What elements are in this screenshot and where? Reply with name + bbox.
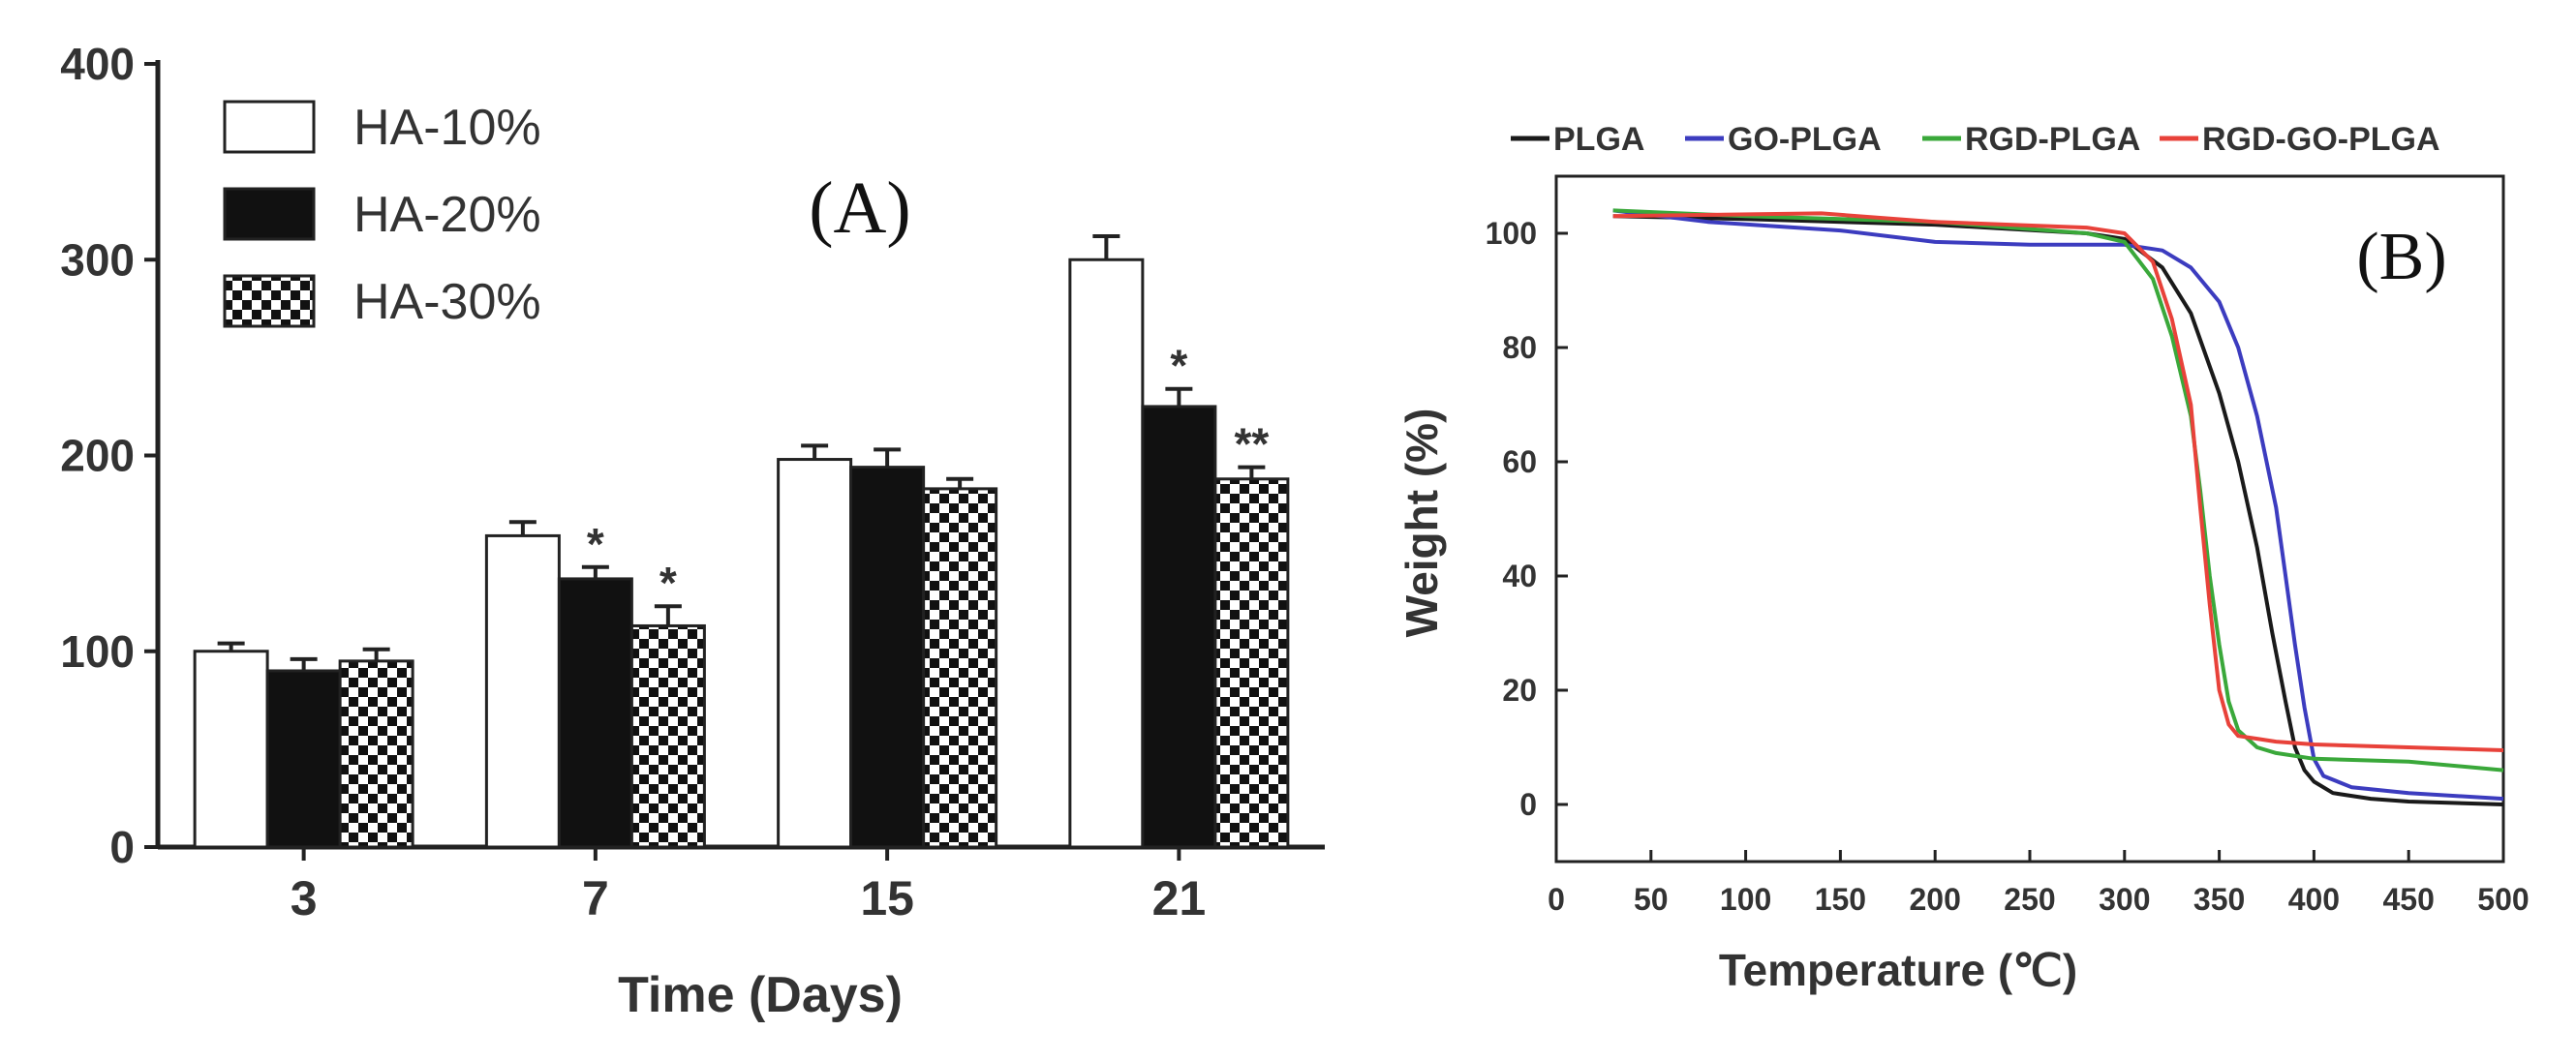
panel-b-y-tick-label: 0	[1519, 787, 1537, 822]
bar-ha-10pct-day-21	[1068, 258, 1145, 849]
legend-swatch	[223, 187, 316, 241]
panel-b-y-tick-label: 40	[1502, 559, 1537, 593]
panel-a-y-tick-label: 0	[109, 822, 135, 872]
panel-b-axes	[1554, 174, 2505, 864]
panel-b-x-tick-label: 400	[2288, 882, 2340, 917]
panel-a-tick-labels: 0 100 200 300 400 3 7 15 21	[60, 39, 1206, 925]
panel-a-bars	[193, 233, 1290, 849]
panel-b-x-tick-label: 500	[2477, 882, 2529, 917]
panel-b-y-tick-label: 60	[1502, 444, 1537, 479]
bar-ha-20pct-day-7	[557, 577, 633, 849]
panel-b-line-chart: 0 50 100 150 200 250 300 350 400 450 500 0 20 40 60 80 1…	[1396, 121, 2530, 995]
line-rgd-plga	[1612, 208, 2504, 773]
panel-b-x-tick-label: 250	[2004, 882, 2055, 917]
legend-label: HA-30%	[353, 274, 541, 330]
panel-a-legend: HA-10% HA-20% HA-30%	[223, 100, 541, 330]
legend-swatch	[223, 100, 316, 154]
line-rgd-go-plga	[1612, 211, 2504, 752]
panel-b-x-tick-label: 350	[2193, 882, 2245, 917]
legend-label: PLGA	[1553, 121, 1644, 158]
panel-a-label: (A)	[809, 167, 911, 249]
significance-star: *	[659, 558, 677, 608]
bar-ha-30pct-day-21	[1213, 477, 1290, 849]
line-go-plga	[1612, 208, 2504, 802]
panel-b-ylabel: Weight (%)	[1396, 409, 1447, 638]
panel-b-x-tick-label: 300	[2099, 882, 2150, 917]
panel-b-x-tick-label: 0	[1548, 882, 1565, 917]
panel-b-label: (B)	[2356, 220, 2446, 294]
panel-b-y-tick-label: 20	[1502, 673, 1537, 708]
legend-swatch	[223, 274, 316, 328]
bar-ha-10pct-day-15	[777, 458, 853, 849]
legend-label: HA-20%	[353, 187, 541, 243]
panel-a-significance-marks: *****	[587, 341, 1269, 608]
panel-b-x-tick-label: 100	[1720, 882, 1771, 917]
panel-b-x-tick-label: 200	[1910, 882, 1961, 917]
panel-b-x-tick-label: 50	[1634, 882, 1669, 917]
panel-a-x-tick-label: 3	[291, 871, 318, 925]
panel-a-y-tick-label: 200	[60, 431, 135, 481]
panel-b-xlabel: Temperature (℃)	[1719, 945, 2077, 995]
panel-a-x-tick-label: 15	[860, 871, 914, 925]
bar-ha-10pct-day-3	[193, 650, 269, 849]
panel-b-series-lines	[1612, 208, 2504, 806]
bar-ha-20pct-day-15	[849, 466, 926, 849]
significance-star: *	[587, 519, 604, 569]
panel-b-y-tick-label: 80	[1502, 330, 1537, 365]
line-plga	[1612, 214, 2504, 806]
panel-b-tick-labels: 0 50 100 150 200 250 300 350 400 450 500 0 20 40 60 80 1…	[1486, 216, 2530, 917]
legend-label: HA-10%	[353, 100, 541, 156]
significance-star: **	[1234, 419, 1269, 470]
panel-a-y-tick-label: 100	[60, 626, 135, 677]
bar-ha-30pct-day-15	[922, 487, 998, 849]
legend-label: GO-PLGA	[1728, 121, 1882, 158]
panel-b-x-tick-label: 150	[1815, 882, 1866, 917]
panel-b-y-tick-label: 100	[1486, 216, 1537, 251]
panel-a-y-tick-label: 400	[60, 39, 135, 89]
panel-b-x-tick-label: 450	[2383, 882, 2435, 917]
legend-label: RGD-PLGA	[1965, 121, 2140, 158]
significance-star: *	[1170, 341, 1187, 391]
bar-ha-30pct-day-3	[338, 659, 414, 849]
panel-a-y-tick-label: 300	[60, 234, 135, 285]
panel-a-x-tick-label: 7	[582, 871, 609, 925]
bar-ha-20pct-day-21	[1141, 405, 1217, 849]
panel-a-xlabel: Time (Days)	[618, 967, 903, 1023]
panel-a-x-tick-label: 21	[1152, 871, 1207, 925]
bar-ha-30pct-day-7	[629, 623, 706, 849]
bar-ha-10pct-day-7	[484, 533, 561, 849]
bar-ha-20pct-day-3	[265, 669, 342, 849]
legend-label: RGD-GO-PLGA	[2202, 121, 2440, 158]
panel-b-legend: PLGA GO-PLGA RGD-PLGA RGD-GO-PLGA	[1511, 121, 2440, 158]
